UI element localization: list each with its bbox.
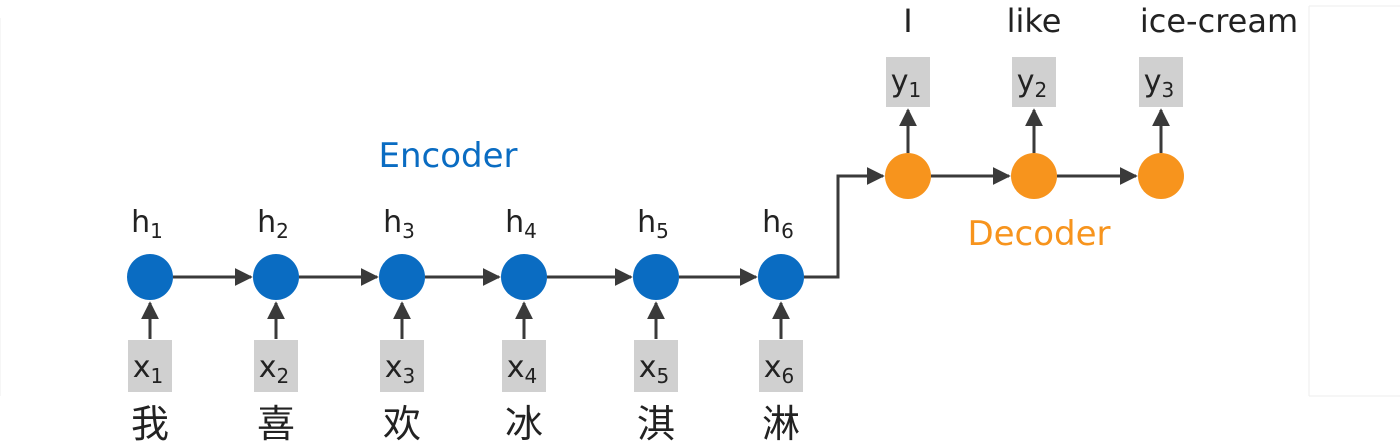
edges (141, 108, 1170, 339)
input-box-x2 (254, 340, 298, 392)
hidden-label-h3: h3 (383, 205, 415, 243)
input-label-x4: x4 (507, 350, 538, 388)
output-label-y1: y1 (891, 64, 922, 102)
input-label-x5: x5 (639, 350, 670, 388)
encoder-node-h5 (633, 254, 679, 300)
target-word-3: ice-cream (1140, 2, 1298, 40)
input-box-x5 (634, 340, 678, 392)
decoder-node-2 (1011, 153, 1057, 199)
input-box-x4 (502, 340, 546, 392)
decoder-node-3 (1138, 153, 1184, 199)
encoder-node-h3 (379, 254, 425, 300)
source-word-5: 淇 (637, 402, 675, 446)
source-word-3: 欢 (383, 402, 421, 446)
hidden-label-h6: h6 (762, 205, 794, 243)
encoder-node-h1 (127, 254, 173, 300)
input-box-x1 (128, 340, 172, 392)
decoder-node-1 (885, 153, 931, 199)
input-label-x2: x2 (259, 350, 290, 388)
hidden-label-h1: h1 (131, 205, 163, 243)
source-word-6: 淋 (762, 402, 800, 446)
hidden-label-h2: h2 (257, 205, 289, 243)
hidden-label-h4: h4 (505, 205, 537, 243)
encoder-node-h4 (501, 254, 547, 300)
input-label-x6: x6 (764, 350, 795, 388)
output-box-y3 (1139, 57, 1183, 107)
target-word-1: I (903, 2, 912, 40)
input-box-x3 (380, 340, 424, 392)
hidden-label-h5: h5 (637, 205, 669, 243)
decoder-title: Decoder (967, 214, 1110, 254)
output-label-y3: y3 (1144, 64, 1175, 102)
output-box-y1 (886, 57, 930, 107)
source-word-2: 喜 (257, 402, 295, 446)
source-word-1: 我 (131, 402, 169, 446)
input-label-x1: x1 (133, 350, 164, 388)
encoder-node-h2 (253, 254, 299, 300)
source-word-4: 冰 (505, 402, 543, 446)
input-label-x3: x3 (385, 350, 416, 388)
target-word-2: like (1007, 2, 1062, 40)
context-arrow (804, 167, 885, 279)
encoder-title: Encoder (378, 136, 517, 176)
output-label-y2: y2 (1017, 64, 1048, 102)
input-box-x6 (759, 340, 803, 392)
output-box-y2 (1012, 57, 1056, 107)
nodes: h1 x1 我 h2 x2 喜 h3 x3 欢 h4 x4 冰 h5 x5 淇 h6 x6 淋 y1 Iy2 like y… (127, 2, 1298, 446)
encoder-node-h6 (758, 254, 804, 300)
